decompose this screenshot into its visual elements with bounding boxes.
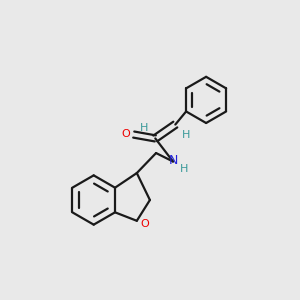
Text: H: H bbox=[180, 164, 188, 174]
Text: H: H bbox=[140, 123, 149, 133]
Text: H: H bbox=[182, 130, 190, 140]
Text: O: O bbox=[140, 219, 149, 229]
Text: O: O bbox=[122, 129, 130, 139]
Text: N: N bbox=[168, 154, 178, 167]
